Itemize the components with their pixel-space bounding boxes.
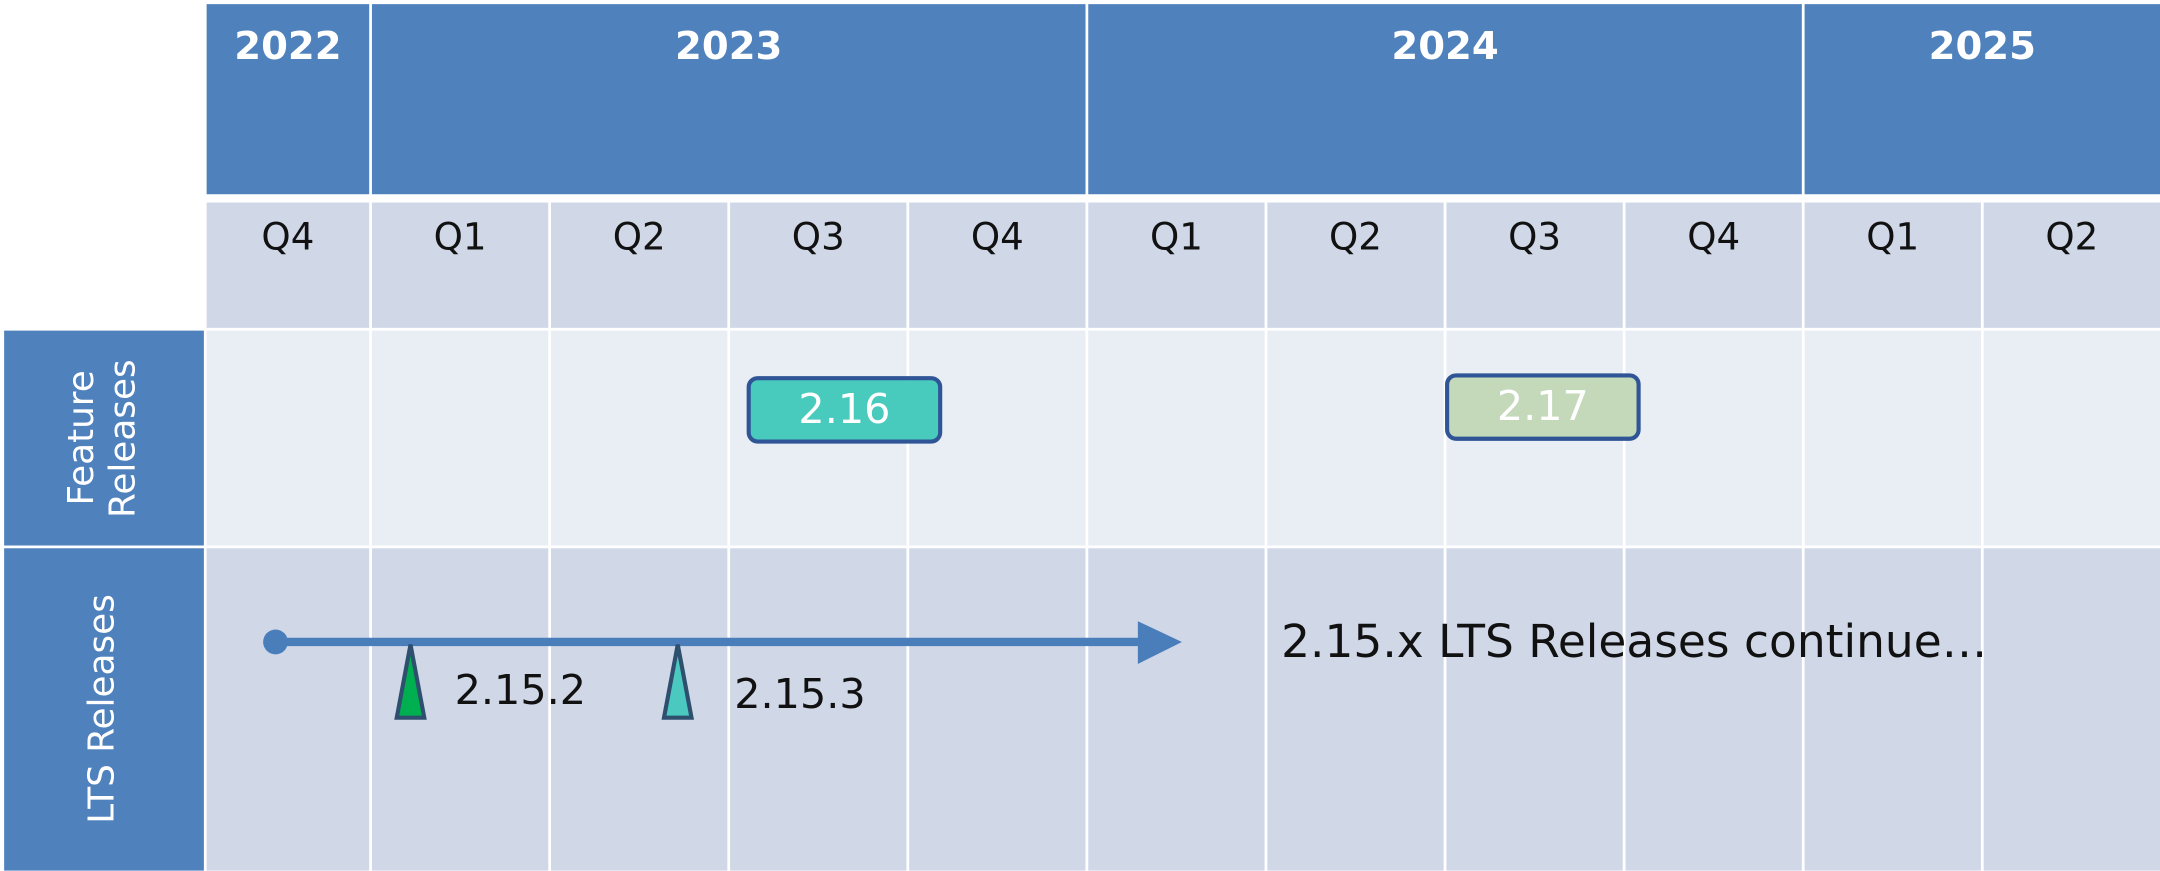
grid-cell <box>206 330 370 546</box>
quarter-header: Q1 <box>1088 202 1265 328</box>
lts-release-label: 2.15.3 <box>734 670 866 720</box>
quarter-header: Q4 <box>1625 202 1802 328</box>
feature-release: 2.17 <box>1445 373 1641 441</box>
grid-cell <box>1446 548 1623 871</box>
grid-cell <box>551 548 728 871</box>
grid-cell <box>371 330 549 546</box>
grid-cell <box>1983 548 2160 871</box>
grid-cell <box>1625 548 1802 871</box>
grid-cell <box>1625 330 1802 546</box>
grid-cell <box>1804 548 1981 871</box>
quarter-header: Q2 <box>1983 202 2160 328</box>
lts-release-label: 2.15.2 <box>454 666 587 715</box>
quarter-header: Q2 <box>551 202 728 328</box>
quarter-header: Q1 <box>371 202 549 328</box>
grid-cell <box>1983 330 2160 546</box>
grid-cell <box>1267 548 1444 871</box>
grid-cell <box>1804 330 1981 546</box>
quarter-header: Q1 <box>1804 202 1981 328</box>
lts-annotation: 2.15.x LTS Releases continue… <box>1281 614 1988 669</box>
year-header: 2025 <box>1804 4 2160 195</box>
year-header: 2022 <box>206 4 370 195</box>
lts-marker <box>661 644 695 720</box>
quarter-header: Q3 <box>1446 202 1623 328</box>
grid-cell <box>730 548 907 871</box>
year-header: 2024 <box>1088 4 1802 195</box>
quarter-header: Q2 <box>1267 202 1444 328</box>
quarter-header: Q3 <box>730 202 907 328</box>
quarter-header: Q4 <box>206 202 370 328</box>
grid-cell <box>551 330 728 546</box>
year-header: 2023 <box>371 4 1086 195</box>
grid-cell <box>206 548 370 871</box>
grid-cell <box>1088 548 1265 871</box>
grid-cell <box>1267 330 1444 546</box>
lts-marker <box>394 644 427 720</box>
grid-cell <box>909 548 1086 871</box>
feature-release: 2.16 <box>746 376 943 444</box>
quarter-header: Q4 <box>909 202 1086 328</box>
lts-arrow-head <box>1137 621 1182 664</box>
grid-cell <box>1088 330 1265 546</box>
